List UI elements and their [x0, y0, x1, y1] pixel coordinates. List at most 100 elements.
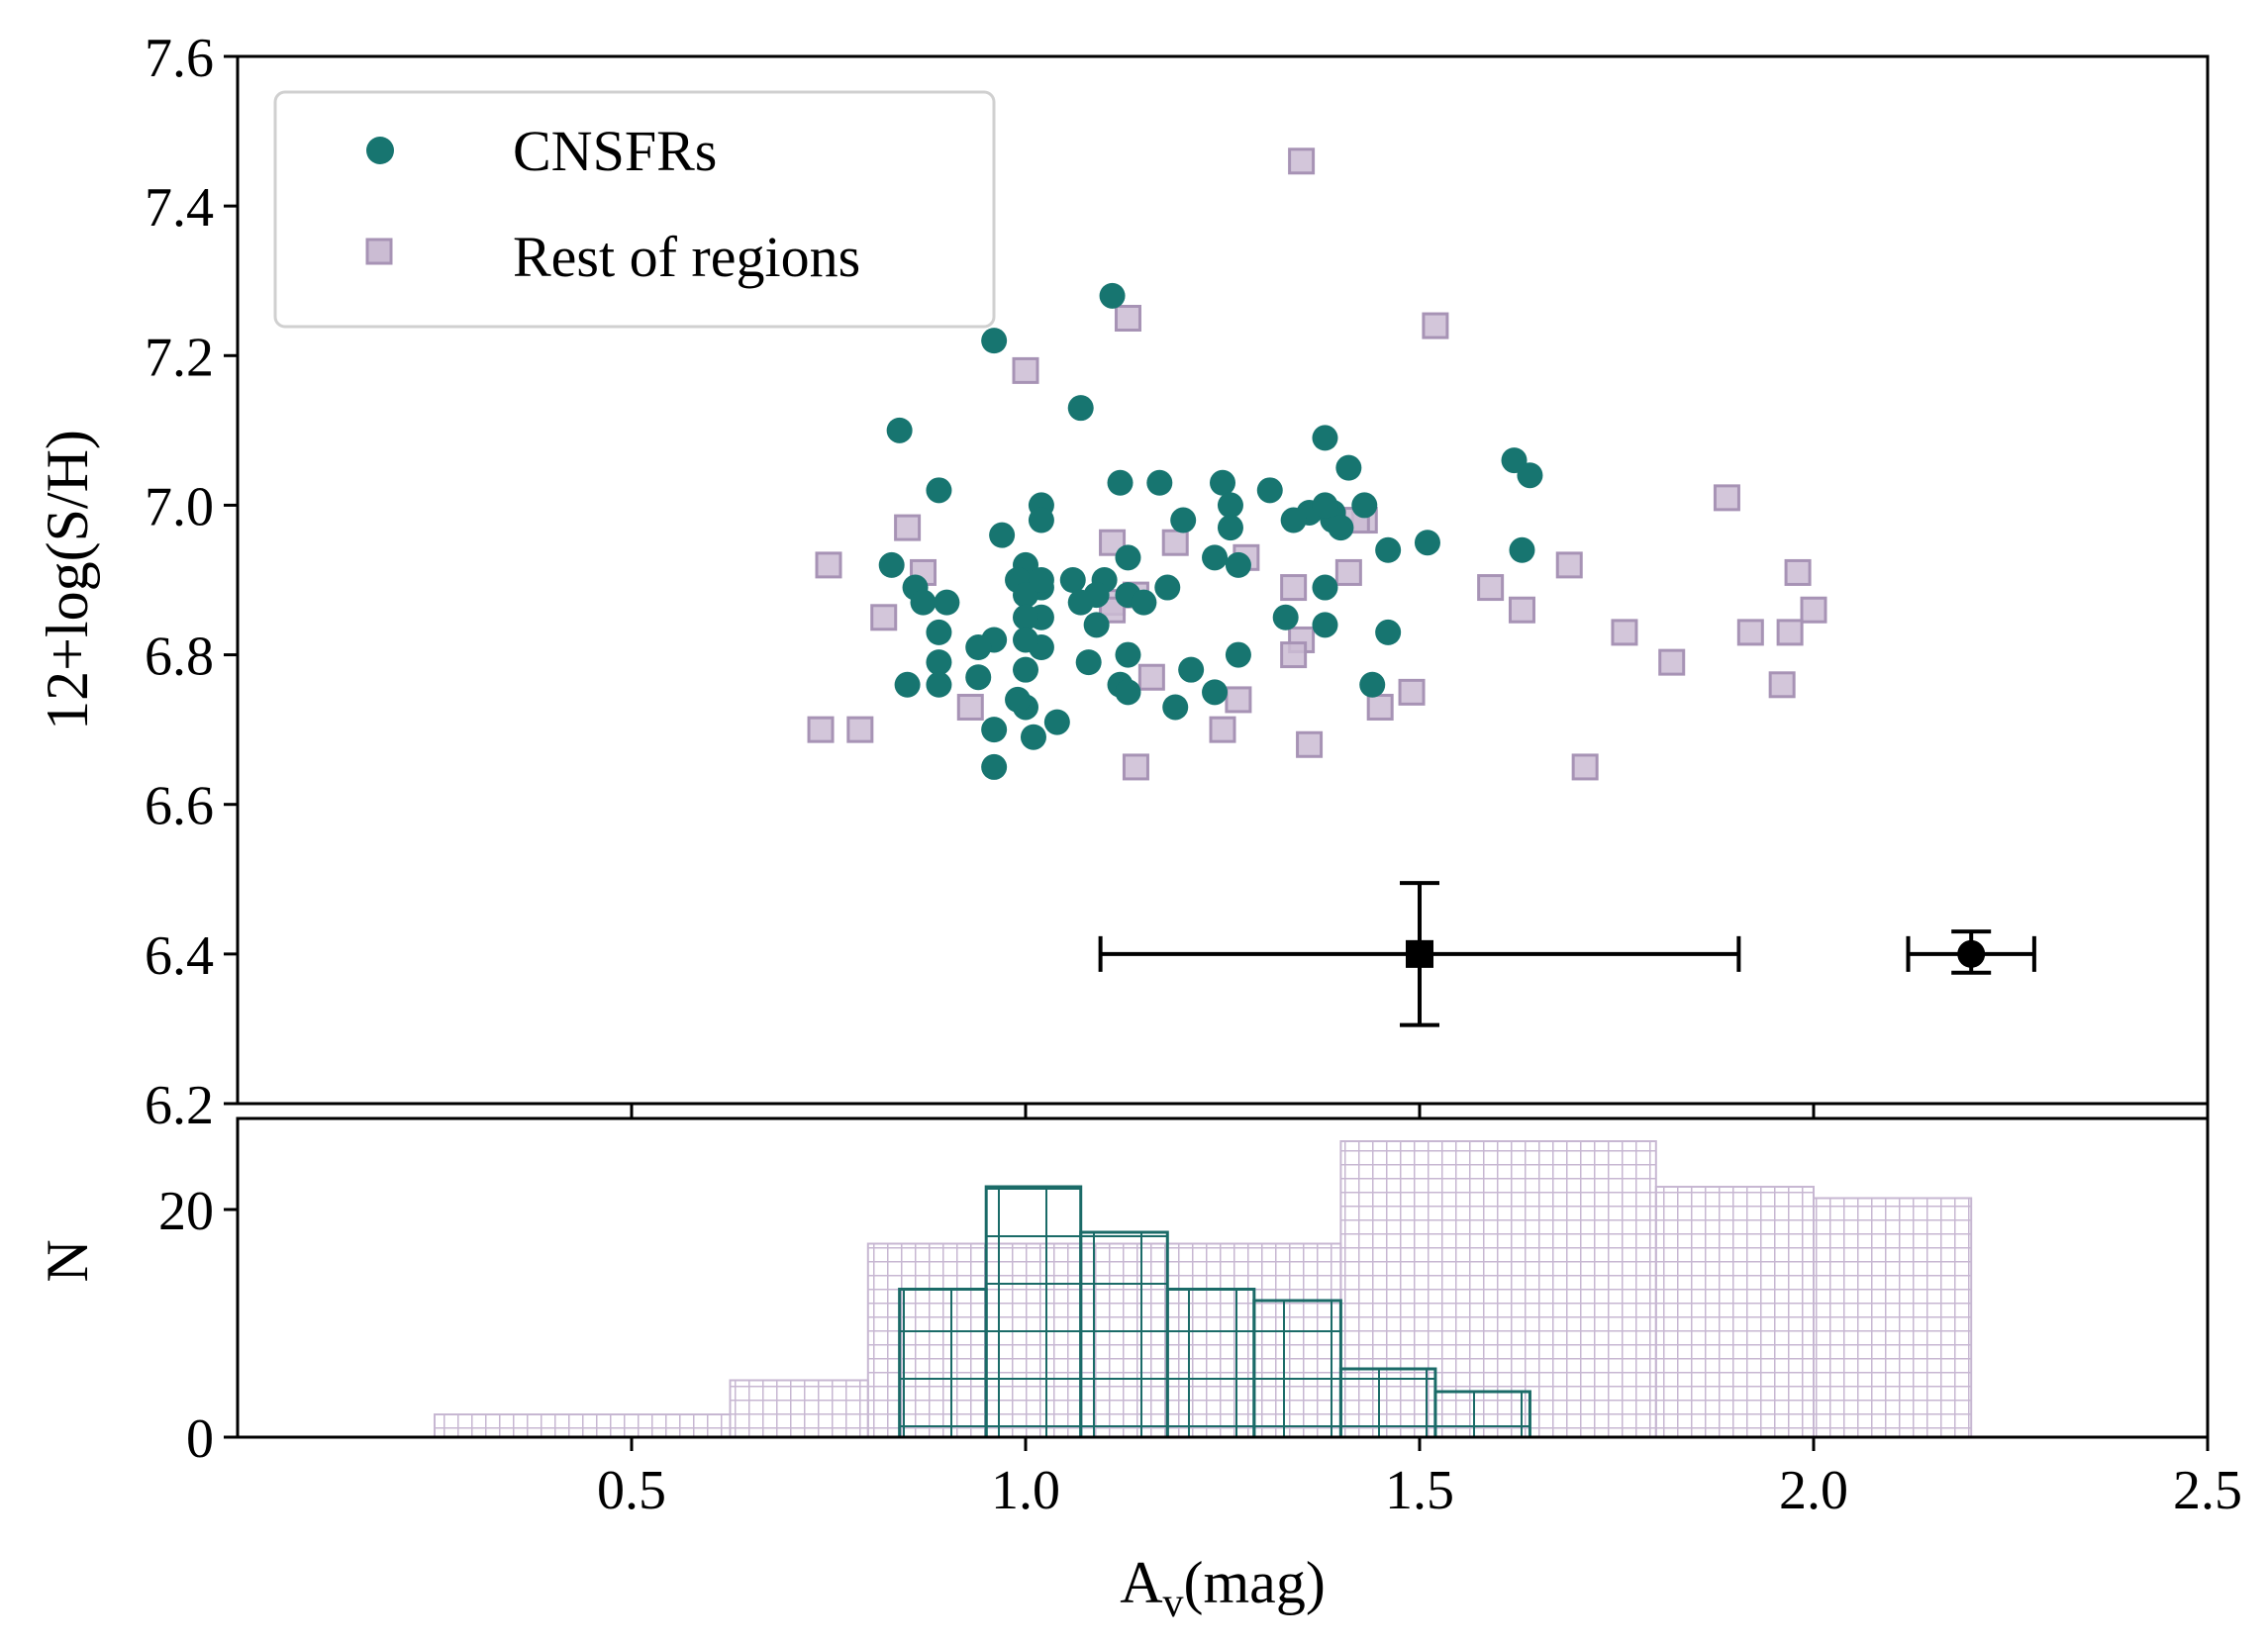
legend-label-cnsfrs: CNSFRs	[513, 119, 717, 183]
cnsfr-point	[1013, 604, 1038, 630]
rest-of-regions-point	[807, 716, 835, 743]
cnsfr-point	[1272, 604, 1299, 630]
scatter-plot-frame	[236, 54, 2210, 1106]
scatter-panel: 6.2 6.4 6.6 6.8 7.0 7.2 7.4 7.6 12+log(S/H) CNS…	[35, 28, 2210, 1136]
cnsfr-point	[1256, 477, 1283, 504]
cnsfr-hist-bar	[1433, 1390, 1531, 1439]
cnsfr-point	[1059, 567, 1086, 593]
cnsfr-point	[1083, 612, 1110, 638]
cnsfr-point	[1170, 507, 1197, 533]
rest-of-regions-point	[1137, 663, 1165, 691]
cnsfr-point	[981, 328, 1008, 354]
rest-of-regions-point	[1225, 686, 1252, 714]
cnsfr-point	[886, 417, 913, 443]
rest-of-regions-point	[1713, 484, 1740, 512]
histogram-panel: 0 20 0.5 1.0 1.5 2.0 2.5 N Av(mag)	[35, 1116, 2242, 1626]
rest-of-regions-point	[1768, 671, 1796, 699]
cnsfr-hist-bar	[984, 1185, 1083, 1439]
cnsfr-point	[1202, 544, 1229, 571]
cnsfr-point	[965, 664, 992, 691]
histogram-bars	[434, 1140, 1973, 1439]
histogram-plot-frame	[236, 1116, 2210, 1439]
legend-marker-rest-of-regions	[365, 238, 393, 265]
scatter-y-tick-label: 6.6	[145, 776, 214, 837]
scatter-x-ticks	[630, 1104, 2210, 1117]
cnsfr-point	[965, 634, 992, 661]
cnsfr-hist-bar	[898, 1288, 988, 1439]
rest-of-regions-point	[1012, 356, 1039, 384]
histogram-x-tick-label: 0.5	[597, 1460, 666, 1521]
cnsfr-hist-bar	[1252, 1299, 1342, 1439]
rest-of-regions-point	[1571, 753, 1599, 781]
scatter-y-tick-label: 7.2	[145, 327, 214, 388]
x-axis-label-unit: (mag)	[1184, 1550, 1326, 1615]
cnsfr-point	[1210, 469, 1235, 496]
rest-of-regions-point	[1280, 641, 1308, 669]
cnsfr-point	[1225, 551, 1251, 578]
cnsfr-point	[1335, 454, 1362, 481]
cnsfr-point	[878, 551, 905, 578]
cnsfr-point	[1312, 492, 1338, 519]
cnsfr-point	[989, 522, 1016, 548]
cnsfr-point	[1312, 612, 1338, 638]
rest-of-regions-point	[846, 716, 874, 743]
histogram-x-tick-label: 1.5	[1385, 1460, 1454, 1521]
cnsfr-point	[1067, 589, 1094, 616]
cnsfr-point	[1115, 679, 1141, 706]
cnsfr-point	[1509, 536, 1535, 563]
rest-of-regions-point	[1422, 312, 1449, 339]
cnsfr-point	[894, 671, 921, 698]
cnsfr-point	[1131, 589, 1157, 616]
x-axis-label-main: A	[1120, 1550, 1162, 1615]
rest-of-regions-point	[1296, 730, 1324, 758]
cnsfr-point	[1280, 507, 1307, 533]
cnsfr-point	[1217, 515, 1243, 541]
cnsfr-point	[1225, 641, 1251, 668]
cnsfr-hist-bar	[1165, 1288, 1256, 1439]
scatter-y-tick-label: 7.4	[145, 177, 214, 239]
x-axis-label-av: Av(mag)	[1120, 1550, 1326, 1626]
rest-of-regions-point	[1477, 574, 1505, 602]
rest-of-regions-point	[1334, 558, 1362, 586]
cnsfr-point	[1013, 656, 1038, 683]
cnsfr-point	[1375, 536, 1402, 563]
scatter-y-tick-label: 7.6	[145, 28, 214, 89]
cnsfr-point	[926, 477, 952, 504]
rest-of-regions-point	[1398, 678, 1426, 706]
error-bar-square-marker	[1406, 939, 1433, 968]
rest-of-regions-point	[1555, 551, 1583, 579]
histogram-y-tick-label: 20	[158, 1181, 214, 1242]
scatter-marks	[807, 147, 1827, 781]
rest-of-regions-point	[956, 693, 984, 721]
error-bars	[1098, 881, 2036, 1027]
histogram-x-tick-label: 2.5	[2173, 1460, 2242, 1521]
cnsfr-point	[1099, 282, 1126, 309]
cnsfr-hist-bar	[1079, 1230, 1169, 1439]
cnsfr-point	[1043, 709, 1070, 735]
y-axis-label-n: N	[35, 1239, 100, 1282]
cnsfr-point	[1075, 649, 1102, 676]
rest-of-regions-point	[894, 514, 922, 541]
rest-of-regions-hist-bar	[729, 1379, 869, 1438]
cnsfr-point	[1146, 469, 1173, 496]
cnsfr-point	[1154, 574, 1181, 601]
cnsfr-point	[1115, 641, 1141, 668]
rest-of-regions-point	[1209, 716, 1236, 743]
rest-of-regions-point	[1366, 693, 1394, 721]
rest-of-regions-point	[1122, 753, 1149, 781]
legend: CNSFRs Rest of regions	[273, 90, 996, 329]
rest-of-regions-point	[1736, 619, 1764, 646]
cnsfr-point	[1028, 567, 1054, 593]
legend-marker-cnsfrs	[366, 137, 394, 164]
cnsfr-point	[1312, 574, 1338, 601]
cnsfr-point	[1020, 724, 1046, 750]
scatter-y-ticks: 6.2 6.4 6.6 6.8 7.0 7.2 7.4 7.6	[145, 28, 238, 1136]
cnsfr-point	[1217, 492, 1243, 519]
cnsfr-point	[1178, 656, 1205, 683]
rest-of-regions-point	[1161, 529, 1189, 556]
rest-of-regions-point	[1800, 596, 1827, 624]
rest-of-regions-hist-bar	[434, 1413, 732, 1438]
histogram-y-tick-label: 0	[186, 1408, 214, 1470]
rest-of-regions-point	[1280, 574, 1308, 602]
